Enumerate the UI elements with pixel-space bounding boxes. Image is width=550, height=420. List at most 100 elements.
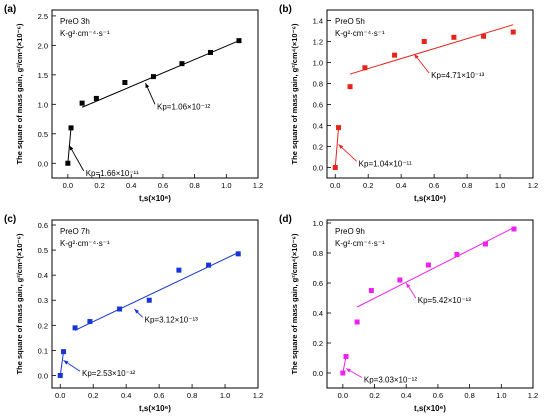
y-tick-label: 1.0: [313, 219, 323, 228]
chart-a: (a) 0.0 0.2 0.4 0.6 0.8 1.0 1.2 0.0 0.5 1.0 1.5 2.0 2…: [4, 4, 263, 203]
panel-label: (b): [279, 4, 292, 15]
y-tick-label: 0.3: [38, 296, 48, 305]
data-point: [207, 49, 213, 55]
x-axis-label: t,s(×10⁶): [139, 404, 171, 413]
chart-c: (c) 0.0 0.2 0.4 0.6 0.8 1.0 1.2 0.0 0.1 0.2 0.3 0.4 0…: [4, 214, 263, 413]
y-tick-label: 0.5: [38, 130, 48, 139]
x-tick-label: 0.2: [369, 391, 379, 400]
plot-title-line: PreO 5h: [335, 17, 365, 26]
y-axis-label: The square of mass gain, g²/cm⁴(×10⁻⁶): [290, 233, 299, 374]
y-tick-label: 0.4: [313, 122, 323, 131]
x-tick-label: 1.2: [253, 391, 263, 400]
panel-d: (d) 0.0 0.2 0.4 0.6 0.8 1.0 1.2 0.0 0.2 0.4 0.6 0.8 1…: [275, 210, 550, 420]
data-point: [362, 65, 368, 71]
data-point: [61, 349, 67, 355]
data-point: [122, 80, 128, 86]
plot-frame: [51, 219, 259, 389]
data-point: [421, 39, 427, 44]
x-axis-label: t,s(×10⁶): [139, 194, 171, 203]
data-point: [454, 252, 460, 257]
plot-frame: [51, 9, 259, 179]
y-tick-label: 0.4: [38, 271, 48, 280]
y-tick-label: 1.0: [38, 100, 48, 109]
y-tick-label: 1.0: [313, 59, 323, 68]
data-point: [117, 306, 123, 312]
panel-b: (b) 0.0 0.2 0.4 0.6 0.8 1.0 1.2 0.0 0.2 0.4 0.6 0.8 1…: [275, 0, 550, 210]
x-tick-label: 0.6: [429, 181, 439, 190]
x-tick-label: 1.0: [496, 391, 506, 400]
annotation-arrow: [69, 145, 85, 172]
y-tick-label: 0.4: [313, 309, 323, 318]
annotation-label: Kp=1.04×10⁻¹¹: [359, 159, 412, 168]
x-tick-label: 0.4: [396, 181, 406, 190]
annotation-arrowhead: [346, 368, 351, 373]
x-tick-label: 1.0: [495, 181, 505, 190]
annotation-label: Kp=3.03×10⁻¹²: [364, 376, 417, 385]
annotation-label: Kp=5.42×10⁻¹³: [418, 296, 471, 305]
x-tick-label: 0.0: [338, 391, 348, 400]
annotation-label: Kp=3.12×10⁻¹³: [145, 315, 198, 324]
data-point: [451, 34, 457, 40]
data-point: [425, 262, 431, 268]
annotation-label: Kp=1.06×10⁻¹²: [157, 102, 210, 111]
plot-title-line: PreO 7h: [60, 227, 90, 236]
y-axis-label: The square of mass gain, g²/cm⁴(×10⁻⁶): [290, 23, 299, 164]
x-tick-label: 0.6: [158, 181, 168, 190]
data-point: [481, 33, 487, 39]
x-axis-label: t,s(×10⁶): [414, 194, 446, 203]
data-point: [179, 61, 185, 67]
y-tick-label: 0.1: [38, 346, 48, 355]
x-tick-label: 0.6: [154, 391, 164, 400]
data-point: [235, 251, 241, 257]
x-tick-label: 0.4: [126, 181, 136, 190]
x-tick-label: 0.8: [187, 391, 197, 400]
annotation-arrowhead: [134, 309, 140, 314]
data-point: [93, 95, 99, 101]
x-tick-label: 0.4: [121, 391, 131, 400]
fit-line: [342, 356, 347, 374]
data-point: [336, 125, 342, 131]
annotation-arrowhead: [69, 145, 74, 151]
y-tick-label: 0.0: [38, 371, 48, 380]
y-tick-label: 1.5: [38, 71, 48, 80]
data-point: [87, 319, 93, 325]
y-tick-label: 1.4: [313, 17, 323, 26]
data-point: [354, 319, 360, 325]
plot-title-line: PreO 3h: [60, 17, 90, 26]
data-point: [340, 370, 346, 376]
data-point: [347, 84, 353, 90]
y-tick-label: 1.2: [313, 38, 323, 47]
plot-frame: [326, 9, 534, 179]
annotation-arrowhead: [63, 360, 69, 365]
y-tick-label: 0.5: [38, 246, 48, 255]
y-axis-label: The square of mass gain, g²/cm⁴(×10⁻⁶): [15, 233, 24, 374]
x-tick-label: 1.0: [221, 181, 231, 190]
y-tick-label: 0.2: [313, 143, 323, 152]
y-tick-label: 0.6: [313, 101, 323, 110]
x-tick-label: 1.2: [528, 391, 538, 400]
fit-line: [81, 40, 240, 108]
fit-line: [356, 227, 515, 308]
x-tick-label: 0.2: [363, 181, 373, 190]
y-tick-label: 0.8: [313, 80, 323, 89]
annotation-arrowhead: [406, 283, 411, 288]
x-tick-label: 0.2: [94, 181, 104, 190]
x-tick-label: 1.2: [253, 181, 263, 190]
fit-line: [349, 24, 514, 75]
panel-label: (c): [4, 214, 16, 225]
y-tick-label: 2.5: [38, 12, 48, 21]
y-tick-label: 0.0: [313, 164, 323, 173]
panel-c: (c) 0.0 0.2 0.4 0.6 0.8 1.0 1.2 0.0 0.1 0.2 0.3 0.4 0…: [0, 210, 275, 420]
annotation-label: Kp=2.53×10⁻¹²: [82, 369, 135, 378]
data-point: [236, 38, 242, 44]
data-point: [332, 165, 338, 170]
data-point: [72, 325, 78, 331]
y-tick-label: 0.2: [38, 321, 48, 330]
y-axis-label: The square of mass gain, g²/cm⁴(×10⁻⁶): [15, 23, 24, 164]
data-point: [206, 262, 212, 268]
x-tick-label: 0.4: [401, 391, 411, 400]
panel-a: (a) 0.0 0.2 0.4 0.6 0.8 1.0 1.2 0.0 0.5 1.0 1.5 2.0 2…: [0, 0, 275, 210]
x-tick-label: 0.0: [63, 181, 73, 190]
data-point: [68, 125, 74, 131]
